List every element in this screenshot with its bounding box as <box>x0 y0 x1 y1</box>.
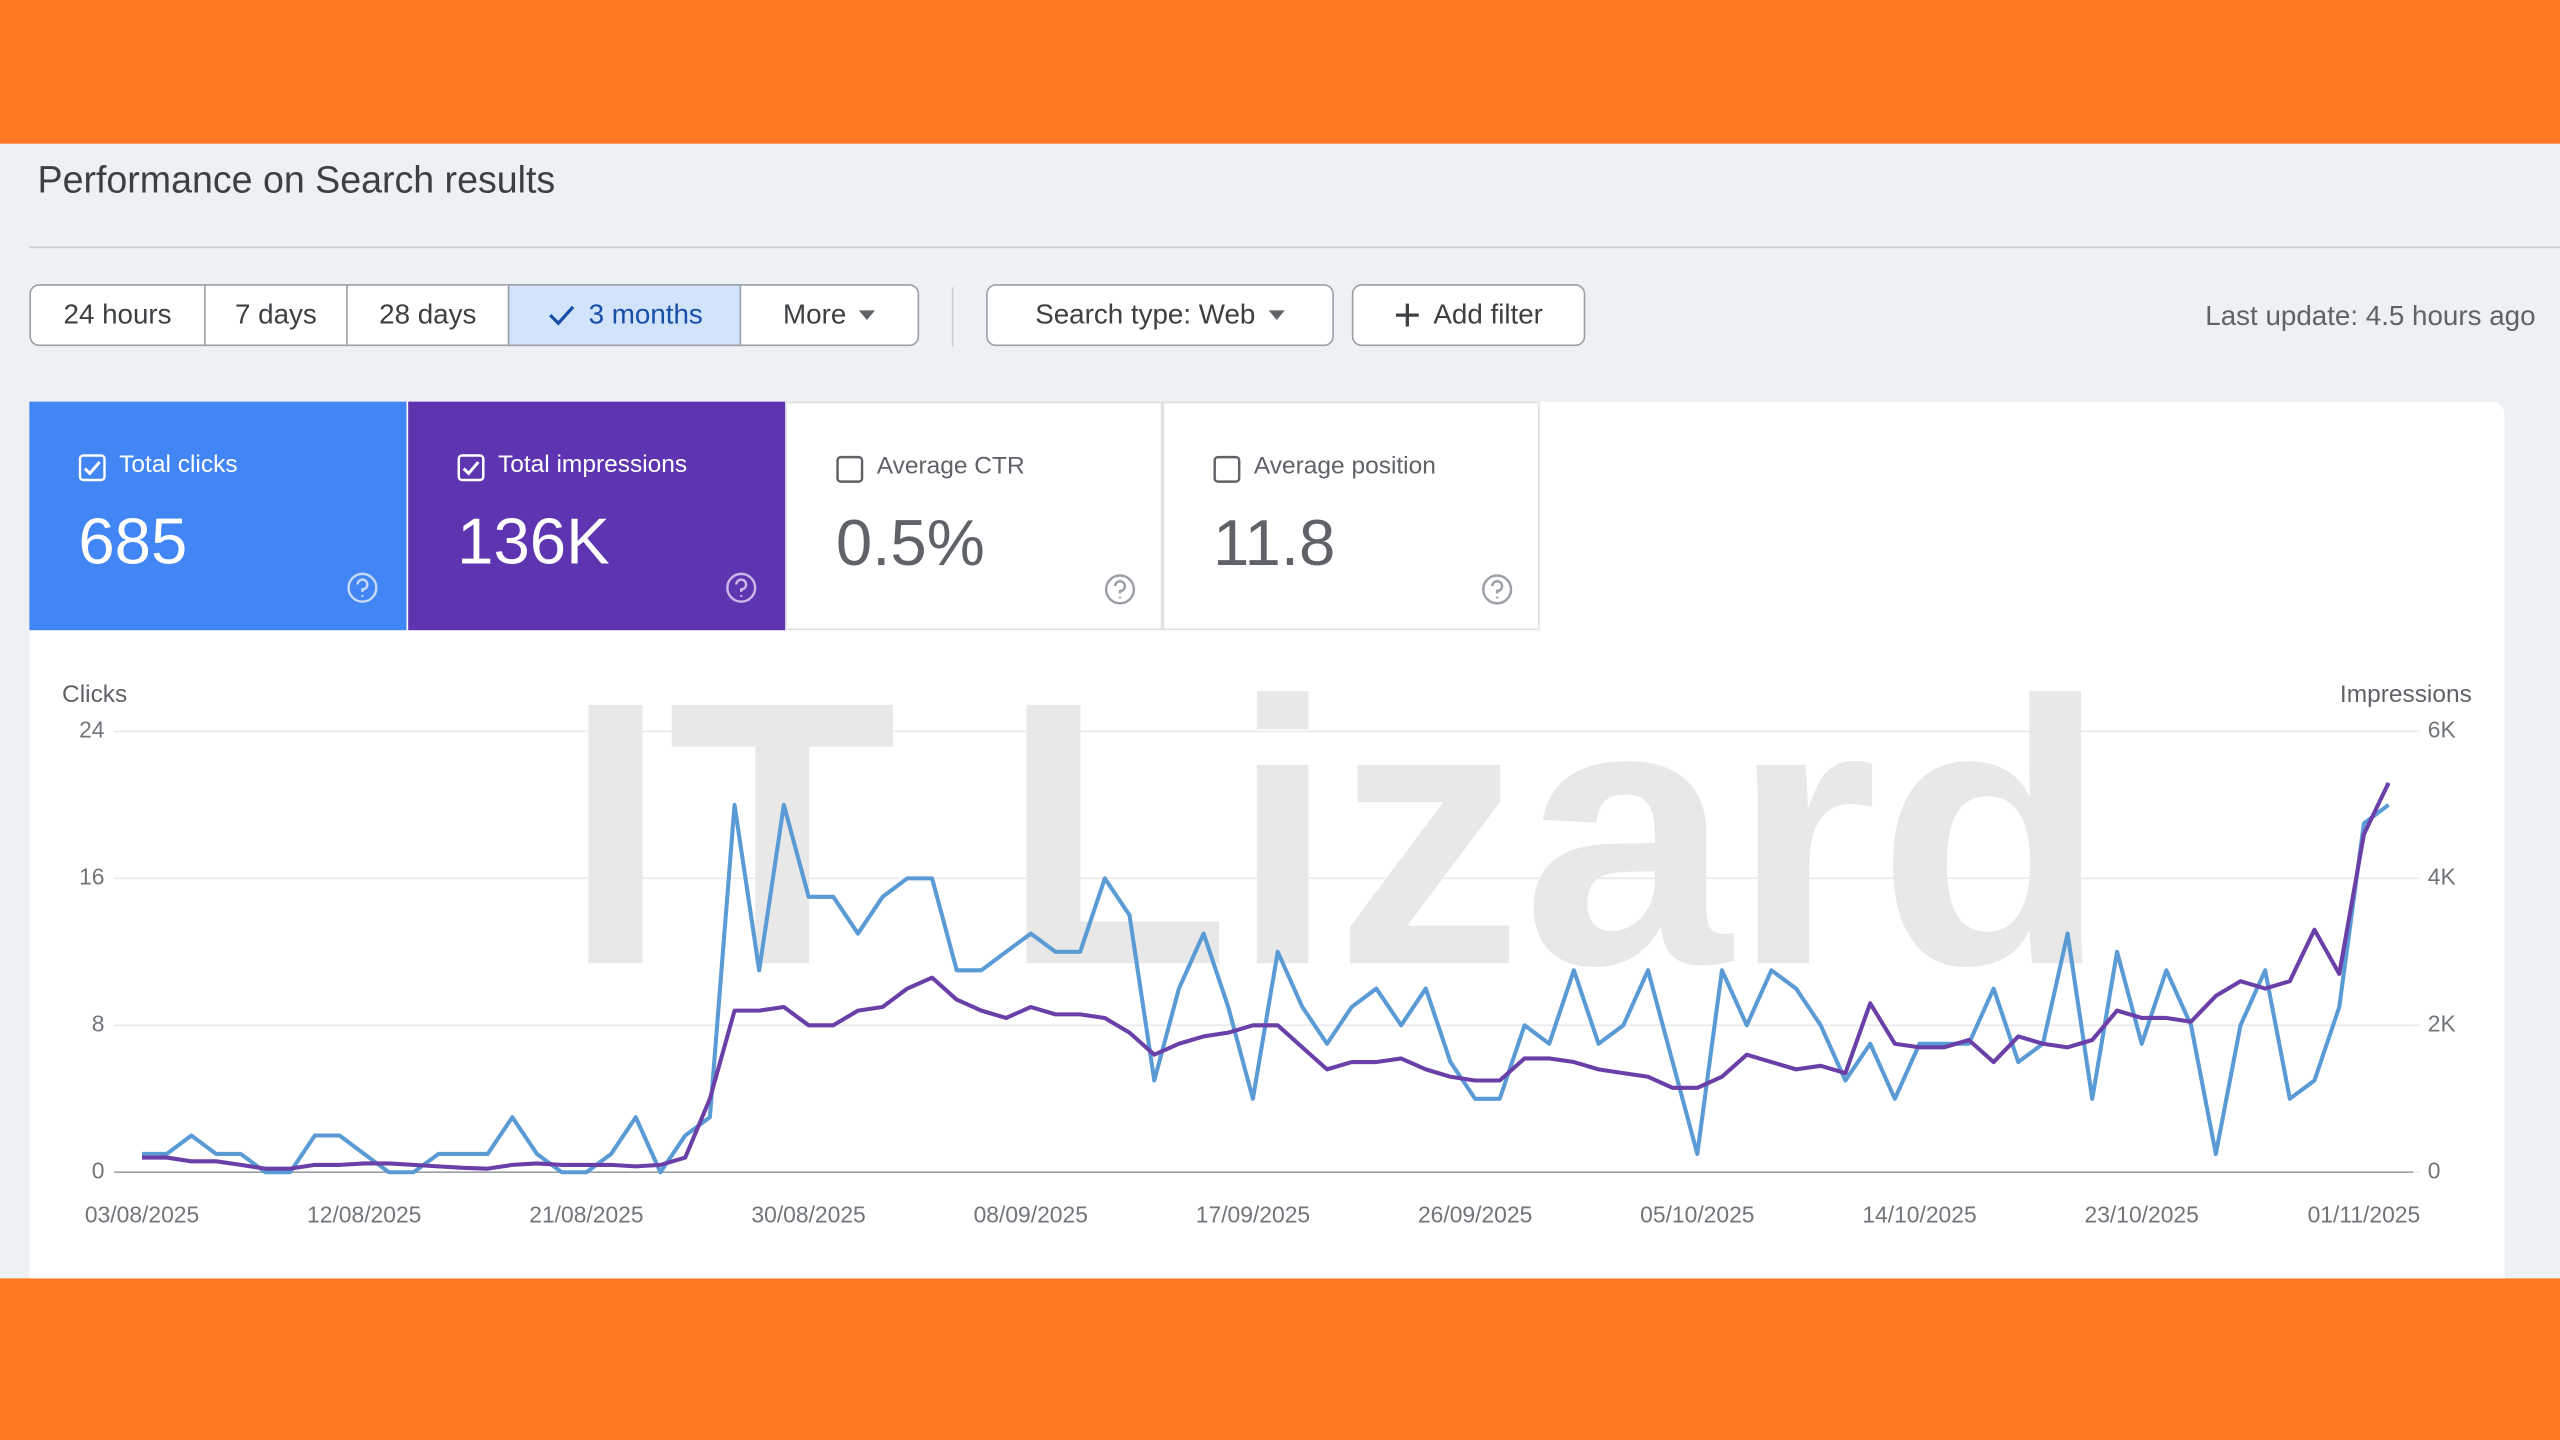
checkbox-checked <box>78 454 106 482</box>
bottom-band <box>0 1278 2560 1440</box>
watermark: IT Lizard <box>563 623 2107 1043</box>
metric-card[interactable]: Total impressions 136K <box>408 401 786 631</box>
filter-label: Search type: Web <box>1035 298 1256 330</box>
range-button[interactable]: 24 hours <box>29 284 206 347</box>
metric-value: 685 <box>78 506 188 578</box>
y-tick-label: 16 <box>79 863 104 889</box>
plus-icon <box>1395 303 1419 327</box>
last-update: Last update: 4.5 hours ago <box>2205 300 2536 332</box>
x-tick-label: 17/09/2025 <box>1196 1201 1310 1227</box>
range-button-selected[interactable]: 3 months <box>507 284 742 347</box>
caret-icon <box>1268 310 1285 320</box>
range-button[interactable]: 28 days <box>346 284 510 347</box>
line-series <box>142 781 2391 1171</box>
y2-axis-label: Impressions <box>2340 681 2472 708</box>
help-icon <box>1482 574 1513 605</box>
help-icon <box>1104 574 1136 605</box>
help-icon <box>726 572 757 603</box>
y2-tick-label: 4K <box>2428 863 2456 889</box>
y-tick-label: 24 <box>79 716 105 742</box>
metric-card[interactable]: Total clicks 685 <box>29 401 407 631</box>
range-label: 7 days <box>235 298 317 330</box>
x-tick-label: 30/08/2025 <box>751 1201 865 1227</box>
y2-tick-label: 0 <box>2428 1157 2441 1183</box>
range-button[interactable]: 7 days <box>204 284 348 347</box>
metric-card[interactable]: Average position 11.8 <box>1162 401 1540 631</box>
separator <box>951 287 954 347</box>
x-tick-label: 05/10/2025 <box>1640 1201 1754 1227</box>
check-icon <box>548 305 574 326</box>
x-tick-label: 23/10/2025 <box>2085 1201 2199 1227</box>
x-tick-label: 01/11/2025 <box>2308 1201 2421 1227</box>
range-label: 3 months <box>588 298 703 330</box>
x-tick-label: 21/08/2025 <box>529 1201 643 1227</box>
x-tick-label: 08/09/2025 <box>974 1201 1088 1227</box>
metric-value: 0.5% <box>835 507 985 580</box>
y-tick-label: 8 <box>92 1010 105 1036</box>
metric-label: Total impressions <box>497 450 688 479</box>
metric-card[interactable]: Average CTR 0.5% <box>785 401 1163 631</box>
search-type-button[interactable]: Search type: Web <box>986 284 1334 347</box>
y2-tick-label: 2K <box>2428 1010 2456 1036</box>
add-filter-button[interactable]: Add filter <box>1351 284 1586 347</box>
metric-value: 136K <box>457 506 610 578</box>
range-label: 28 days <box>379 298 477 330</box>
x-tick-label: 12/08/2025 <box>307 1201 421 1227</box>
checkbox <box>836 455 864 483</box>
top-band <box>0 0 2560 144</box>
y-tick-label: 0 <box>92 1157 105 1183</box>
divider <box>29 246 2560 249</box>
x-tick-label: 14/10/2025 <box>1862 1201 1976 1227</box>
y2-tick-label: 6K <box>2428 716 2456 742</box>
help-icon <box>347 572 378 603</box>
x-tick-label: 03/08/2025 <box>85 1201 199 1227</box>
x-tick-label: 26/09/2025 <box>1418 1201 1532 1227</box>
checkbox-checked <box>457 454 485 482</box>
caret-icon <box>859 310 876 320</box>
filter-label: Add filter <box>1433 298 1543 330</box>
metric-label: Average CTR <box>876 452 1025 480</box>
metric-value: 11.8 <box>1213 507 1336 580</box>
range-label: More <box>783 298 847 330</box>
range-label: 24 hours <box>63 298 172 330</box>
checkbox <box>1213 455 1241 483</box>
page-title: Performance on Search results <box>37 158 556 201</box>
more-button[interactable]: More <box>739 284 920 347</box>
metric-label: Average position <box>1253 452 1436 480</box>
y-axis-label: Clicks <box>62 681 127 708</box>
metric-label: Total clicks <box>119 450 238 479</box>
